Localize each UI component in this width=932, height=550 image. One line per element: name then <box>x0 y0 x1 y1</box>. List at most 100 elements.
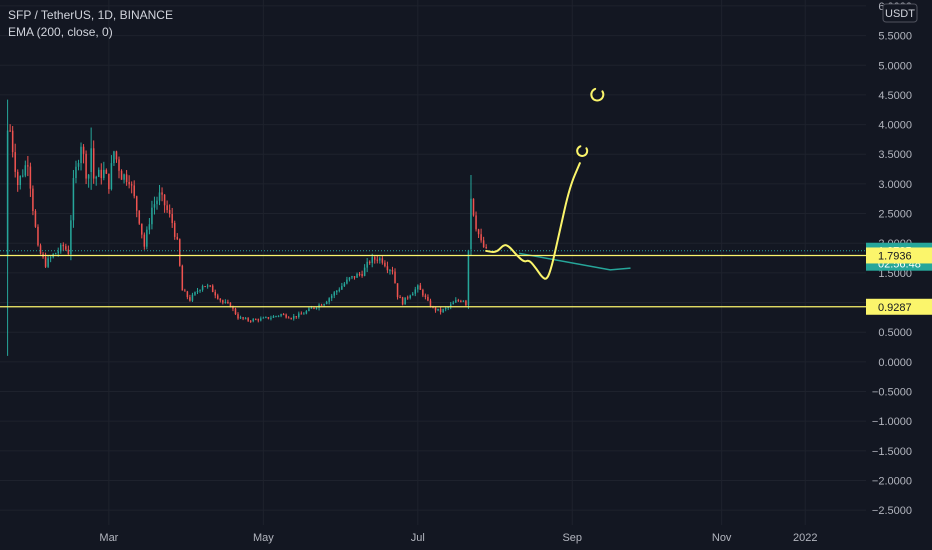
circle-mark[interactable] <box>590 87 605 102</box>
price-tag-text: 1.7936 <box>878 250 912 262</box>
candle <box>439 306 442 315</box>
candle <box>49 255 52 263</box>
candle <box>472 198 475 217</box>
y-tick-label: 0.0000 <box>878 357 912 369</box>
candle <box>247 317 249 322</box>
indicator-legend[interactable]: EMA (200, close, 0) <box>8 25 113 39</box>
candle <box>16 169 19 192</box>
circle-mark[interactable] <box>576 145 589 157</box>
candle <box>224 299 227 304</box>
y-tick-label: 1.5000 <box>878 268 912 280</box>
candle <box>135 195 138 218</box>
candle <box>138 210 141 225</box>
candle <box>434 306 437 313</box>
candle <box>485 244 487 250</box>
candle <box>333 291 336 299</box>
currency-button-label: USDT <box>885 8 915 20</box>
candle <box>118 156 120 179</box>
candle <box>467 249 470 309</box>
level-price-tag: 0.9287 <box>866 298 932 315</box>
candle <box>409 294 411 300</box>
candle <box>37 224 39 247</box>
level-price-tag: 1.7936 <box>866 247 932 264</box>
candle <box>325 300 328 305</box>
projection-path[interactable] <box>485 162 581 280</box>
candle <box>62 242 65 251</box>
candle <box>356 272 358 278</box>
y-axis[interactable]: 6.00005.50005.00004.50004.00003.50003.00… <box>866 0 932 550</box>
candle <box>386 261 389 274</box>
x-axis[interactable]: Mar May Jul Sep Nov 2022 <box>0 525 932 550</box>
candle <box>457 298 460 303</box>
candle <box>282 313 285 316</box>
candle <box>280 313 282 318</box>
candle <box>113 150 115 166</box>
candle <box>287 316 290 319</box>
candle <box>39 243 42 255</box>
candle <box>305 310 308 315</box>
candle <box>189 294 191 302</box>
candle <box>184 288 186 292</box>
y-tick-label: −2.0000 <box>872 476 912 488</box>
candle <box>85 150 87 185</box>
candle <box>158 184 161 206</box>
candle <box>47 255 49 269</box>
candle <box>110 155 113 191</box>
candle <box>244 316 247 320</box>
candle <box>67 245 70 255</box>
candle <box>260 316 262 322</box>
candle <box>168 204 171 218</box>
horizontal-lines-layer <box>0 250 866 308</box>
candle <box>368 260 371 265</box>
currency-button[interactable]: USDT <box>882 3 918 23</box>
candle <box>346 276 348 285</box>
candle <box>460 299 462 303</box>
candle <box>442 308 444 313</box>
candle <box>419 282 422 290</box>
candle <box>87 173 90 188</box>
x-tick-label: Mar <box>99 532 118 544</box>
candle <box>414 286 417 297</box>
candle <box>254 318 257 321</box>
candle <box>399 295 401 299</box>
candle <box>234 307 237 315</box>
candle <box>336 289 338 295</box>
candle <box>206 283 209 289</box>
candle <box>429 298 432 308</box>
candle <box>163 194 166 213</box>
y-axis-panel <box>866 0 932 550</box>
y-tick-label: 3.0000 <box>878 179 912 191</box>
candle <box>366 258 368 273</box>
candle <box>92 140 95 184</box>
candle <box>391 266 394 275</box>
grid-lines <box>0 0 866 525</box>
candle <box>424 293 427 300</box>
candle <box>214 289 216 299</box>
candle <box>27 155 29 177</box>
candle <box>196 287 199 295</box>
candle <box>384 260 386 268</box>
candle <box>298 311 300 319</box>
candle <box>455 297 457 303</box>
candle <box>389 268 391 275</box>
candle <box>186 290 189 300</box>
candle <box>267 316 270 320</box>
candle <box>171 207 173 228</box>
projection-drawing-layer <box>485 87 605 280</box>
candle <box>34 209 37 228</box>
candle <box>103 161 105 181</box>
candle <box>277 315 280 318</box>
candle <box>465 299 467 307</box>
candle <box>411 291 414 296</box>
candle <box>237 312 239 320</box>
y-tick-label: −2.5000 <box>872 505 912 517</box>
candle <box>222 299 224 305</box>
candle <box>173 220 176 240</box>
candle <box>19 175 22 190</box>
ema-line <box>518 252 631 271</box>
candle <box>328 297 330 305</box>
candle <box>108 173 110 194</box>
x-axis-panel <box>0 525 932 550</box>
candle <box>105 168 108 175</box>
